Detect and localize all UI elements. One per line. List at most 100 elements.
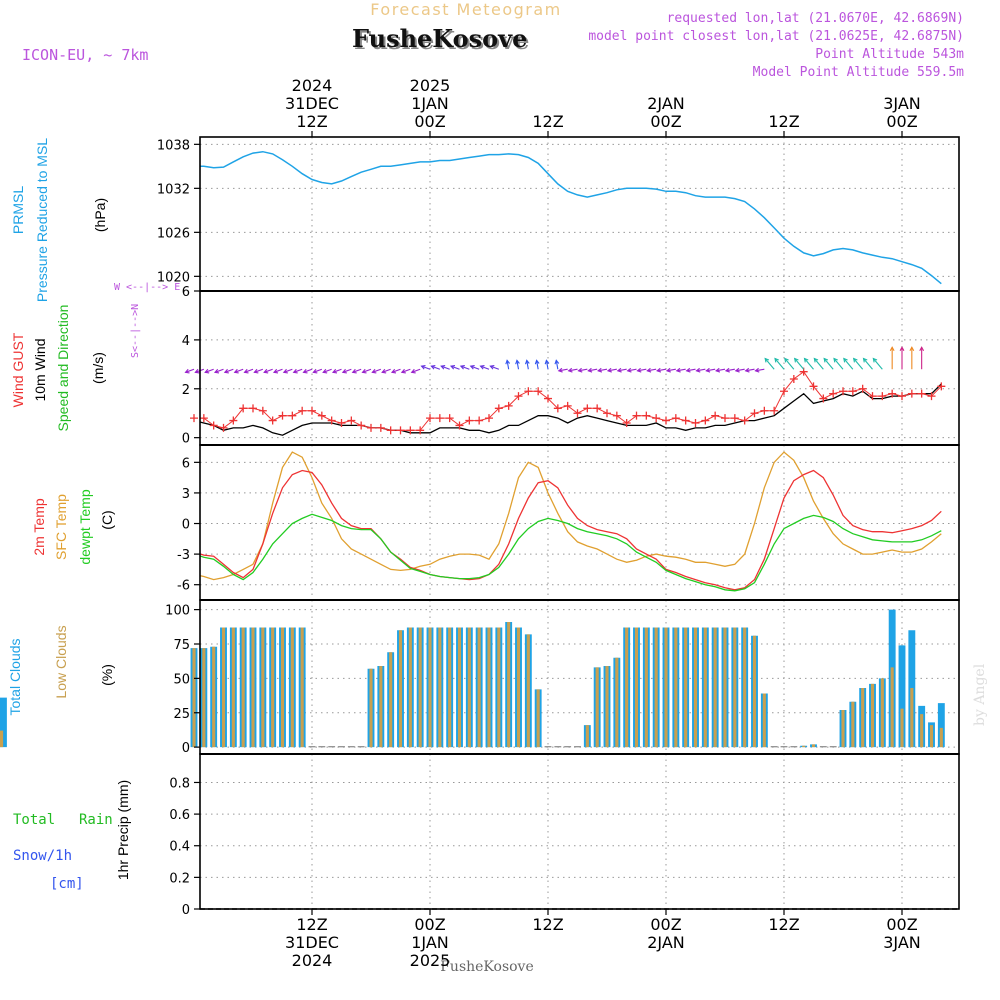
gust-marker — [701, 416, 710, 425]
gust-marker — [652, 414, 661, 423]
temp-frame — [199, 444, 960, 601]
gust-marker — [917, 389, 926, 398]
temp-2m-label: 2m Temp — [31, 498, 47, 556]
low-clouds-bar — [851, 701, 855, 748]
low-clouds-label: Low Clouds — [53, 625, 69, 698]
gust-marker — [485, 414, 493, 423]
wind-direction-arrow — [686, 368, 696, 372]
top-time-label: 00Z — [886, 112, 917, 131]
wind-direction-arrowhead — [351, 368, 357, 374]
total-clouds-bar — [347, 746, 355, 748]
wind-direction-arrow — [214, 368, 224, 373]
gust-marker — [406, 426, 415, 435]
wind-direction-arrowhead — [646, 367, 652, 373]
gust-marker — [239, 404, 248, 413]
wind-direction-arrow — [526, 360, 529, 370]
wind-direction-arrow — [205, 368, 214, 373]
wind-direction-arrowhead — [194, 368, 200, 374]
precip-unit-label: 1hr Precip (mm) — [115, 780, 131, 880]
wind-direction-arrow — [516, 360, 520, 370]
gust-marker — [563, 401, 572, 410]
compass-ns: S<--|-->N — [130, 304, 141, 358]
wind-direction-arrowhead — [833, 357, 838, 363]
gust-marker — [455, 421, 464, 430]
low-clouds-bar — [664, 627, 668, 748]
wind-direction-arrow — [666, 368, 676, 372]
gust-marker — [858, 384, 867, 393]
low-clouds-bar — [507, 622, 511, 748]
low-clouds-bar — [693, 627, 698, 748]
wind-direction-arrowhead — [292, 368, 298, 374]
gust-marker — [671, 414, 680, 423]
wind-direction-arrow — [401, 368, 411, 373]
wind-direction-arrowhead — [675, 367, 681, 373]
gust-marker — [249, 404, 257, 413]
low-clouds-bar — [684, 627, 688, 748]
gust-marker — [603, 409, 611, 418]
wind-direction-arrow — [725, 368, 735, 372]
pressure-frame — [199, 136, 960, 292]
low-clouds-bar — [516, 627, 521, 748]
bottom-time-label: 00Z — [886, 915, 917, 934]
wind-direction-arrowhead — [862, 357, 868, 363]
precip-ytick-label: 0.2 — [169, 871, 190, 886]
wind-direction-arrow — [794, 358, 805, 370]
gust-marker — [347, 416, 356, 425]
wind-direction-arrowhead — [524, 359, 530, 365]
wind-direction-arrowhead — [282, 368, 288, 374]
temp-ytick-label: 6 — [182, 456, 190, 471]
wind-direction-arrowhead — [184, 368, 190, 374]
wind-direction-arrow — [480, 365, 490, 370]
low-clouds-bar — [733, 627, 737, 748]
wind-direction-arrowhead — [764, 357, 770, 363]
gust-marker — [878, 392, 887, 401]
temp-ytick-label: 3 — [182, 487, 190, 502]
wind-direction-arrowhead — [233, 368, 239, 374]
precip-ytick-label: 0.4 — [169, 840, 190, 855]
low-clouds-bar — [231, 627, 235, 748]
wind-direction-arrowhead — [715, 367, 721, 373]
wind-direction-arrowhead — [813, 357, 819, 363]
total-clouds-bar — [770, 746, 778, 748]
model-name: ICON-EU, ~ 7km — [22, 46, 148, 64]
wind-direction-arrow — [352, 368, 362, 373]
wind-direction-arrowhead — [793, 357, 799, 363]
gust-marker — [544, 394, 552, 403]
wind-direction-arrow — [755, 368, 765, 372]
low-clouds-bar — [192, 648, 196, 748]
point-altitude: Point Altitude 543m — [815, 47, 964, 62]
low-clouds-bar — [408, 627, 412, 748]
data-layer — [0, 150, 946, 748]
wind-direction-arrowhead — [410, 368, 416, 374]
pressure-ytick-label: 1038 — [157, 138, 190, 153]
temp-2m-line — [200, 469, 942, 591]
wind-direction-arrowhead — [381, 368, 387, 374]
wind-direction-arrowhead — [577, 367, 583, 373]
low-clouds-bar — [241, 627, 245, 748]
wind-direction-arrow — [843, 358, 854, 370]
gust-marker — [327, 416, 336, 425]
wind-direction-arrowhead — [872, 357, 878, 363]
low-clouds-bar — [526, 634, 530, 748]
gust-marker — [721, 414, 729, 423]
wind-direction-arrowhead — [341, 368, 347, 374]
gust-marker — [593, 404, 602, 413]
low-clouds-bar — [752, 635, 757, 748]
wind-direction-arrow — [823, 358, 834, 370]
wind-direction-arrow — [382, 368, 391, 373]
wind-direction-arrow — [545, 360, 549, 370]
wind-direction-arrowhead — [724, 367, 730, 373]
wind-direction-arrowhead — [567, 367, 573, 373]
gust-marker — [386, 426, 395, 435]
wind-compass: S<--|-->N W <--|--> E — [114, 282, 180, 358]
requested-coords: requested lon,lat (21.0670E, 42.6869N) — [667, 11, 964, 26]
wind-direction-arrow — [598, 368, 608, 372]
wind-direction-arrow — [813, 358, 824, 370]
hpa-unit-label: (hPa) — [92, 198, 108, 232]
wind-direction-arrow — [293, 368, 303, 373]
bottom-time-label: 12Z — [532, 915, 563, 934]
wind-direction-arrowhead — [734, 367, 740, 373]
bottom-time-label: 2025 — [410, 951, 451, 970]
top-title: Forecast Meteogram — [370, 0, 561, 19]
wind-direction-arrow — [224, 368, 234, 373]
